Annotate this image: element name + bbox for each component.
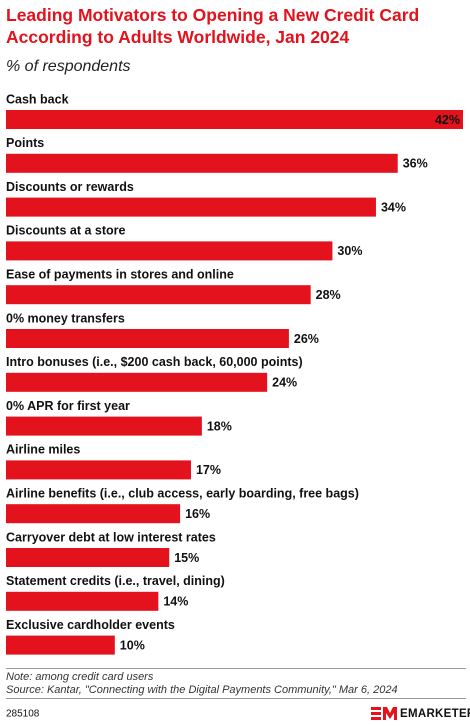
category-label: Points [6,136,44,150]
chart-subtitle: % of respondents [6,58,131,75]
bar [6,197,376,217]
bar [6,504,181,524]
category-label: 0% money transfers [6,311,125,325]
bar [6,416,202,436]
category-label: Airline benefits (i.e., club access, ear… [6,486,359,500]
category-label: Airline miles [6,443,80,457]
chart-id: 285108 [6,709,40,720]
value-label: 42% [435,113,460,127]
note: Note: among credit card users [6,671,154,683]
value-label: 28% [316,288,341,302]
value-label: 17% [196,463,221,477]
bar [6,110,463,129]
value-label: 16% [185,507,210,521]
bar [6,329,289,348]
value-label: 15% [174,551,199,565]
bar [6,548,170,567]
value-label: 24% [272,376,297,390]
category-label: Intro bonuses (i.e., $200 cash back, 60,… [6,355,303,369]
chart-title: Leading Motivators to Opening a New Cred… [6,5,420,47]
bar [6,460,191,480]
category-label: 0% APR for first year [6,399,130,413]
bar [6,635,115,655]
category-label: Exclusive cardholder events [6,618,175,632]
bar [6,591,159,611]
logo-text: EMARKETER [400,708,470,720]
logo-icon [371,707,397,720]
category-label: Discounts at a store [6,224,126,238]
category-label: Ease of payments in stores and online [6,267,234,281]
value-label: 34% [381,200,406,214]
source: Source: Kantar, "Connecting with the Dig… [6,684,398,696]
bar [6,285,311,305]
category-label: Cash back [6,92,69,106]
value-label: 26% [294,332,319,346]
bar [6,153,398,173]
category-label: Statement credits (i.e., travel, dining) [6,574,225,588]
value-label: 18% [207,419,232,433]
category-label: Discounts or rewards [6,180,134,194]
category-label: Carryover debt at low interest rates [6,530,216,544]
value-label: 10% [120,638,145,652]
value-label: 36% [403,157,428,171]
value-label: 30% [337,244,362,258]
bar [6,241,333,261]
value-label: 14% [163,595,188,609]
bar [6,372,268,392]
